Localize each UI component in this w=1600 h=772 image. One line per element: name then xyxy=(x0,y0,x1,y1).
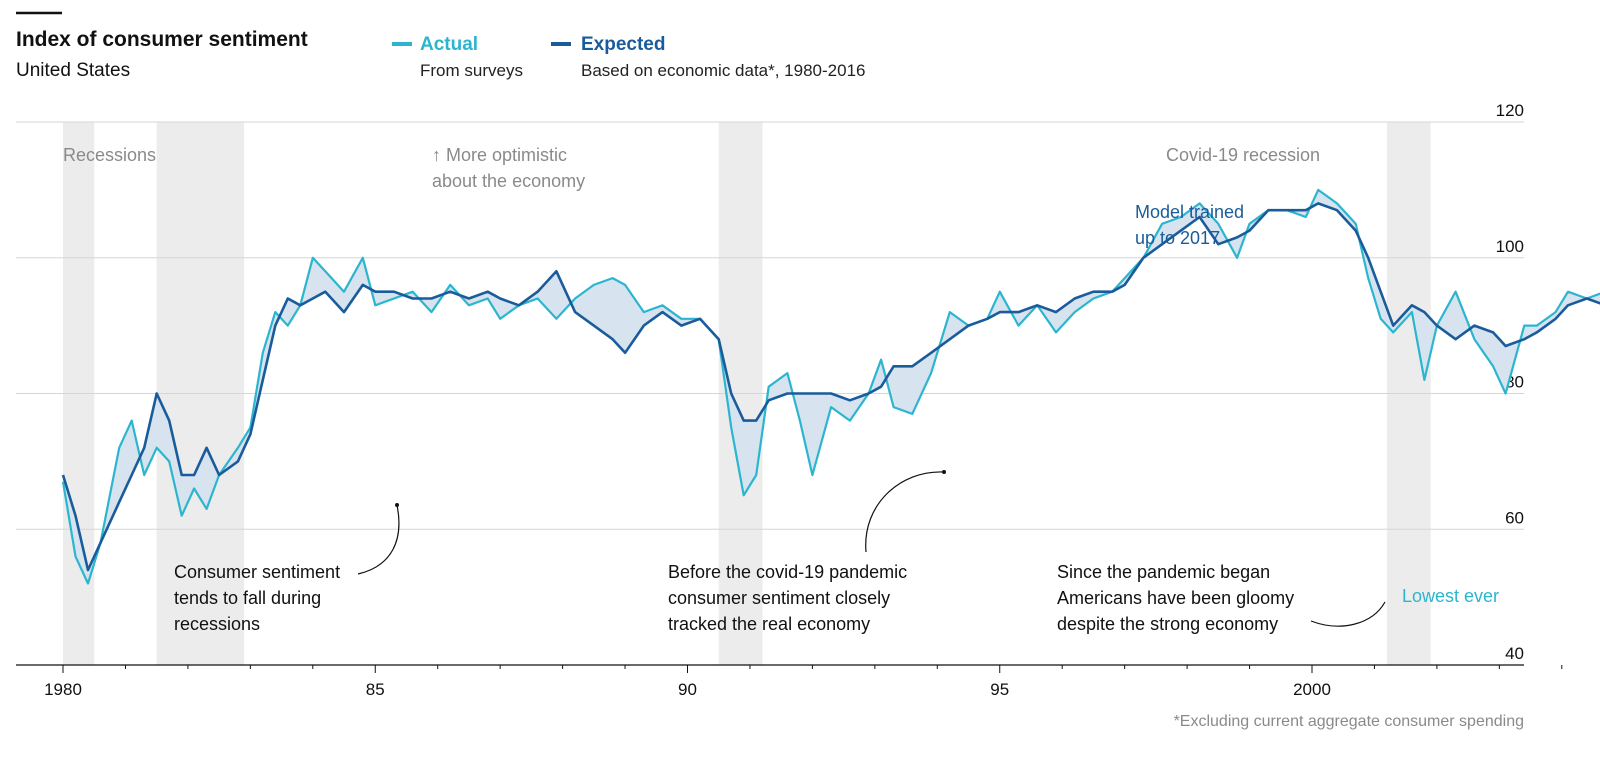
y-tick-label-120: 120 xyxy=(1496,101,1524,120)
series-line-expected xyxy=(61,202,1600,572)
gap-fill xyxy=(63,189,1600,584)
legend: Actual From surveys Expected Based on ec… xyxy=(392,34,865,80)
legend-label-actual: Actual xyxy=(420,34,478,55)
series-line-actual xyxy=(61,188,1600,585)
model-trained-label-line2: up to 2017 xyxy=(1135,228,1220,248)
legend-note-actual: From surveys xyxy=(420,61,523,80)
recession-note-line1: Consumer sentiment xyxy=(174,562,340,582)
before-covid-leader-dot xyxy=(942,470,946,474)
before-covid-note-line2: consumer sentiment closely xyxy=(668,588,890,608)
x-tick-label-85: 85 xyxy=(366,680,385,699)
since-pandemic-note-line2: Americans have been gloomy xyxy=(1057,588,1294,608)
gap-fill-area xyxy=(63,189,1600,584)
chart-title: Index of consumer sentiment xyxy=(16,28,308,51)
model-trained-label-line1: Model trained xyxy=(1135,202,1244,222)
legend-label-expected: Expected xyxy=(581,34,665,55)
recession-note-line3: recessions xyxy=(174,614,260,634)
legend-note-expected: Based on economic data*, 1980-2016 xyxy=(581,61,865,80)
y-tick-label-40: 40 xyxy=(1505,644,1524,663)
chart-subtitle: United States xyxy=(16,60,130,81)
recession-note-leader-dot xyxy=(395,503,399,507)
since-pandemic-leader xyxy=(1310,601,1386,627)
x-tick-label-90: 90 xyxy=(678,680,697,699)
x-tick-label-1980: 1980 xyxy=(44,680,82,699)
optimistic-label-line2: about the economy xyxy=(432,171,585,191)
x-tick-label-2000: 2000 xyxy=(1293,680,1331,699)
lowest-ever-label: Lowest ever xyxy=(1402,586,1499,606)
recession-note-line2: tends to fall during xyxy=(174,588,321,608)
y-tick-label-100: 100 xyxy=(1496,237,1524,256)
series-lines xyxy=(61,188,1600,585)
footnote: *Excluding current aggregate consumer sp… xyxy=(1174,713,1524,730)
before-covid-note-line3: tracked the real economy xyxy=(668,614,870,634)
since-pandemic-note-line3: despite the strong economy xyxy=(1057,614,1278,634)
y-tick-label-60: 60 xyxy=(1505,508,1524,527)
axes: 1980859095200005101520 xyxy=(16,664,1563,699)
covid-recession-label: Covid-19 recession xyxy=(1166,145,1320,165)
recession-note-leader xyxy=(357,504,400,575)
x-tick-label-95: 95 xyxy=(990,680,1009,699)
recessions-label: Recessions xyxy=(63,145,156,165)
since-pandemic-note-line1: Since the pandemic began xyxy=(1057,562,1270,582)
before-covid-leader xyxy=(865,471,945,553)
before-covid-note-line1: Before the covid-19 pandemic xyxy=(668,562,907,582)
optimistic-label-line1: ↑ More optimistic xyxy=(432,145,567,165)
